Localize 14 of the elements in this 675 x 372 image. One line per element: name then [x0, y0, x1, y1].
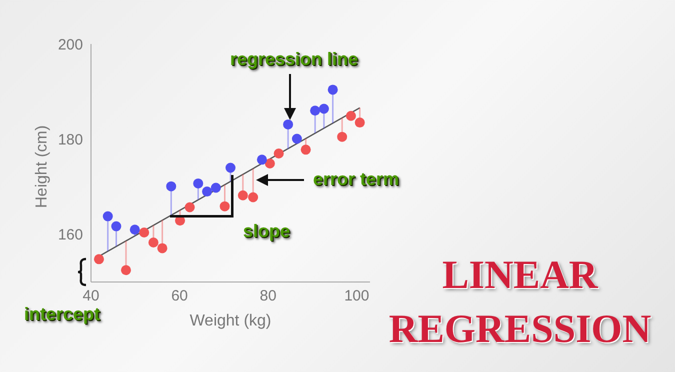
text: LINEAR REGRESSION — [388, 251, 652, 353]
x-tick-label: 80 — [260, 288, 276, 305]
annotation: error term — [313, 169, 400, 190]
x-tick-label: 100 — [344, 288, 370, 305]
y-tick-label: 180 — [58, 132, 83, 149]
y-axis-title: Height (cm) — [34, 125, 51, 208]
text: intercept — [24, 304, 100, 325]
annotation: regression line — [230, 49, 358, 70]
x-tick-label: 60 — [171, 288, 188, 305]
x-tick-label: 40 — [82, 288, 100, 305]
y-tick-label: 200 — [58, 36, 83, 54]
annotation: slope — [243, 221, 290, 242]
y-tick-label: 160 — [58, 226, 83, 244]
x-axis-title: Weight (kg) — [190, 312, 272, 330]
